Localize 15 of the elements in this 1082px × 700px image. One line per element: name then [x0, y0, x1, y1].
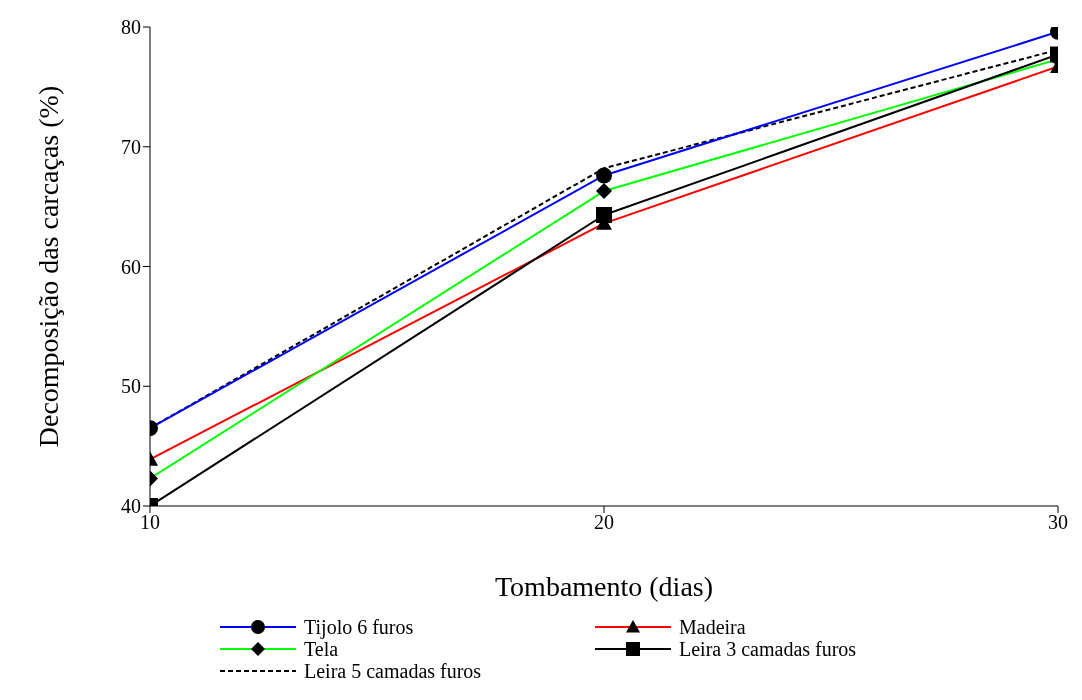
x-tick-label: 20 — [594, 511, 614, 534]
y-tick-label: 70 — [121, 135, 141, 158]
y-tick-label: 50 — [121, 375, 141, 398]
x-axis-title: Tombamento (dias) — [494, 571, 714, 602]
legend-label: Leira 5 camadas furos — [304, 660, 482, 682]
legend-label: Leira 3 camadas furos — [679, 638, 857, 660]
y-tick-label: 80 — [121, 16, 141, 39]
legend-label: Tijolo 6 furos — [304, 616, 414, 638]
x-tick-label: 10 — [140, 511, 160, 534]
legend-label: Madeira — [679, 616, 746, 638]
legend-label: Tela — [304, 638, 339, 660]
y-axis-title: Decomposição das carcaças (%) — [32, 85, 64, 448]
y-tick-label: 40 — [121, 495, 141, 518]
x-tick-label: 30 — [1048, 511, 1068, 534]
y-tick-label: 60 — [121, 255, 141, 278]
